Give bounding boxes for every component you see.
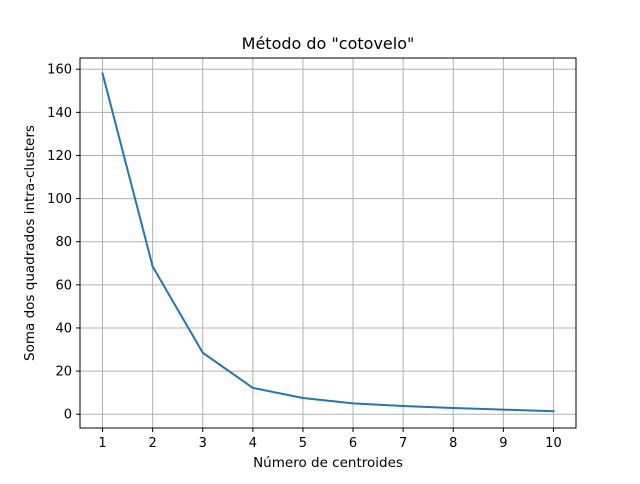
x-tick-label: 7 xyxy=(399,436,407,451)
y-tick-label: 0 xyxy=(64,408,72,423)
x-axis-label: Número de centroides xyxy=(253,455,403,471)
series-layer xyxy=(101,72,555,413)
x-tick-label: 6 xyxy=(349,436,357,451)
x-tick-label: 1 xyxy=(98,436,106,451)
x-tick-label: 3 xyxy=(199,436,207,451)
grid xyxy=(80,58,576,428)
x-tick-label: 9 xyxy=(499,436,507,451)
y-tick-label: 60 xyxy=(55,278,72,293)
y-tick-label: 40 xyxy=(55,321,72,336)
x-tick-label: 4 xyxy=(249,436,257,451)
y-tick-label: 80 xyxy=(55,235,72,250)
series-line xyxy=(101,72,555,413)
y-axis: 0 20 40 60 80 100 120 140 160 xyxy=(47,63,80,423)
x-axis: 1 2 3 4 5 6 7 8 9 10 xyxy=(98,428,562,451)
plot-area xyxy=(80,58,576,428)
y-tick-label: 20 xyxy=(55,365,72,380)
chart-title: Método do "cotovelo" xyxy=(242,34,415,53)
x-tick-label: 2 xyxy=(149,436,157,451)
y-tick-label: 140 xyxy=(47,106,72,121)
y-tick-label: 100 xyxy=(47,192,72,207)
x-tick-label: 10 xyxy=(545,436,562,451)
y-axis-label: Soma dos quadrados intra-clusters xyxy=(22,125,38,361)
y-tick-label: 120 xyxy=(47,149,72,164)
plot-frame xyxy=(79,57,577,429)
x-tick-label: 5 xyxy=(299,436,307,451)
x-tick-label: 8 xyxy=(449,436,457,451)
y-tick-label: 160 xyxy=(47,63,72,78)
